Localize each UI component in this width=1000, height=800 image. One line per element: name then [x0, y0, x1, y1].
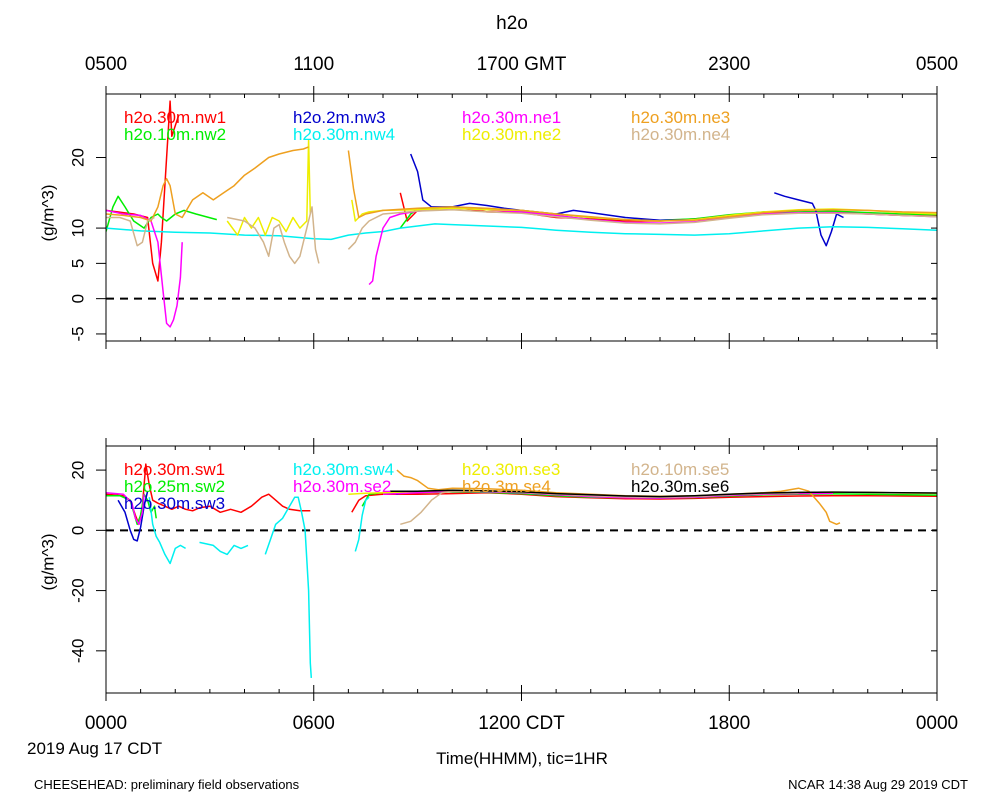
legend-entry-h2o.30m.ne3: h2o.30m.ne3	[631, 108, 730, 127]
series-line-h2o.30m.ne3	[347, 150, 937, 222]
series-line-h2o.30m.nw4	[106, 223, 937, 241]
y-tick-label: 0	[69, 526, 88, 535]
lower-panel: -40-20020(g/m^3)h2o.30m.sw1h2o.25m.sw2h2…	[39, 438, 938, 701]
y-tick-label: -40	[69, 639, 88, 664]
y-tick-label: -5	[69, 326, 88, 341]
series-h2o.25m.sw2	[106, 491, 937, 526]
series-line-h2o.30m.sw4	[354, 496, 370, 552]
x-axis-label: Time(HHMM), tic=1HR	[436, 749, 608, 768]
y-tick-label: 0	[69, 294, 88, 303]
plot-frame	[105, 93, 938, 342]
footer-left: CHEESEHEAD: preliminary field observatio…	[34, 777, 300, 792]
series-h2o.30m.ne2	[226, 139, 937, 236]
legend-entry-h2o.30m.ne1: h2o.30m.ne1	[462, 108, 561, 127]
series-h2o.30m.se6	[389, 489, 937, 498]
series-line-h2o.30m.se6	[389, 489, 937, 498]
bottom-axis-tick-labels: 0000 0600 1200 CDT 1800 0000	[85, 713, 958, 734]
top-axis-tick-label: 0500	[916, 54, 958, 75]
legend-entry-h2o.30m.ne2: h2o.30m.ne2	[462, 125, 561, 144]
footer-right: NCAR 14:38 Aug 29 2019 CDT	[788, 777, 968, 792]
series-line-h2o.30m.ne1	[106, 209, 183, 328]
plot-frame	[105, 445, 938, 694]
top-axis-tick-label: 1100	[293, 54, 334, 75]
bottom-axis-tick-label: 0600	[293, 713, 335, 734]
legend-entry-h2o.3m.se4: h2o.3m.se4	[462, 477, 551, 496]
bottom-axis-tick-label: 0000	[85, 713, 127, 734]
top-axis-tick-label: 2300	[708, 54, 750, 75]
legend-entry-h2o.30m.sw1: h2o.30m.sw1	[124, 460, 225, 479]
series-h2o.30m.nw4	[106, 223, 937, 241]
y-tick-label: 10	[69, 219, 88, 238]
series-line-h2o.10m.nw2	[106, 195, 217, 232]
series-h2o.30m.ne3	[106, 146, 937, 222]
bottom-axis-tick-label: 1200 CDT	[478, 713, 565, 734]
legend-entry-h2o.10m.nw2: h2o.10m.nw2	[124, 125, 226, 144]
series-line-h2o.30m.sw3	[117, 491, 149, 542]
legend-entry-h2o.25m.sw2: h2o.25m.sw2	[124, 477, 225, 496]
series-line-h2o.30m.ne2	[226, 139, 312, 236]
series-line-h2o.30m.sw4	[199, 541, 249, 556]
y-tick-label: -20	[69, 578, 88, 603]
bottom-axis-tick-label: 0000	[916, 713, 958, 734]
series-line-h2o.30m.ne4	[347, 208, 937, 250]
series-h2o.2m.nw3	[410, 153, 844, 247]
series-line-h2o.30m.ne4	[227, 206, 320, 265]
top-axis-tick-label: 0500	[85, 54, 127, 75]
series-line-h2o.30m.sw4	[264, 496, 313, 678]
y-axis-label: (g/m^3)	[39, 184, 58, 241]
series-h2o.30m.sw4	[148, 496, 370, 678]
series-line-h2o.30m.nw1	[399, 192, 937, 222]
series-line-h2o.30m.ne3	[106, 146, 309, 222]
series-h2o.30m.ne4	[106, 206, 937, 265]
legend-entry-h2o.30m.ne4: h2o.30m.ne4	[631, 125, 730, 144]
legend-entry-h2o.30m.sw4: h2o.30m.sw4	[293, 460, 394, 479]
y-tick-label: 20	[69, 148, 88, 167]
legend-entry-h2o.30m.se3: h2o.30m.se3	[462, 460, 560, 479]
date-label: 2019 Aug 17 CDT	[27, 739, 162, 758]
series-line-h2o.2m.nw3	[774, 192, 844, 247]
legend-entry-h2o.30m.nw4: h2o.30m.nw4	[293, 125, 395, 144]
y-tick-label: 20	[69, 461, 88, 480]
figure-title: h2o	[496, 13, 528, 34]
series-line-h2o.30m.ne4	[106, 216, 155, 247]
legend-entry-h2o.30m.nw1: h2o.30m.nw1	[124, 108, 226, 127]
series-line-h2o.30m.se2	[106, 491, 145, 526]
legend-entry-h2o.30m.sw3: h2o.30m.sw3	[124, 494, 225, 513]
y-axis-label: (g/m^3)	[39, 533, 58, 590]
top-axis-tick-labels: 0500 1100 1700 GMT 2300 0500	[85, 54, 958, 75]
legend-entry-h2o.30m.se2: h2o.30m.se2	[293, 477, 391, 496]
bottom-axis-tick-label: 1800	[708, 713, 750, 734]
legend-entry-h2o.30m.se6: h2o.30m.se6	[631, 477, 729, 496]
legend-entry-h2o.2m.nw3: h2o.2m.nw3	[293, 108, 386, 127]
legend-entry-h2o.10m.se5: h2o.10m.se5	[631, 460, 729, 479]
y-tick-label: 5	[69, 259, 88, 268]
series-line-h2o.25m.sw2	[106, 493, 157, 526]
series-line-h2o.30m.sw4	[148, 497, 186, 565]
top-axis-tick-label: 1700 GMT	[477, 54, 567, 75]
